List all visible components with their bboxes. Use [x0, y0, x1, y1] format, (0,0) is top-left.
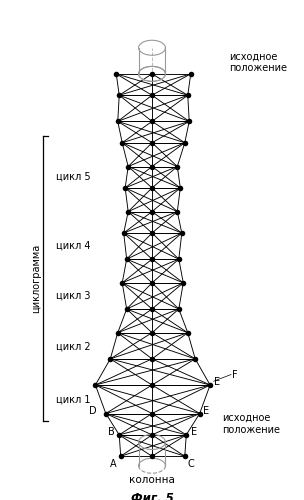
Text: B: B	[109, 427, 115, 437]
Text: E: E	[191, 427, 197, 437]
Text: цикл 2: цикл 2	[56, 342, 90, 352]
Text: исходное
положение: исходное положение	[222, 413, 280, 434]
Text: цикл 5: цикл 5	[56, 172, 90, 182]
Text: цикл 1: цикл 1	[56, 394, 90, 404]
Text: F: F	[233, 370, 238, 380]
Text: цикл 4: цикл 4	[56, 241, 90, 251]
Text: C: C	[187, 459, 194, 469]
Text: циклограмма: циклограмма	[31, 244, 41, 313]
Text: исходное
положение: исходное положение	[230, 51, 288, 73]
Text: колонна: колонна	[129, 475, 175, 485]
Text: E: E	[214, 377, 220, 387]
Text: цикл 3: цикл 3	[56, 290, 90, 300]
Text: D: D	[89, 406, 97, 415]
Text: E: E	[203, 406, 209, 415]
Text: A: A	[110, 459, 116, 469]
Text: Фиг. 5: Фиг. 5	[131, 492, 173, 500]
